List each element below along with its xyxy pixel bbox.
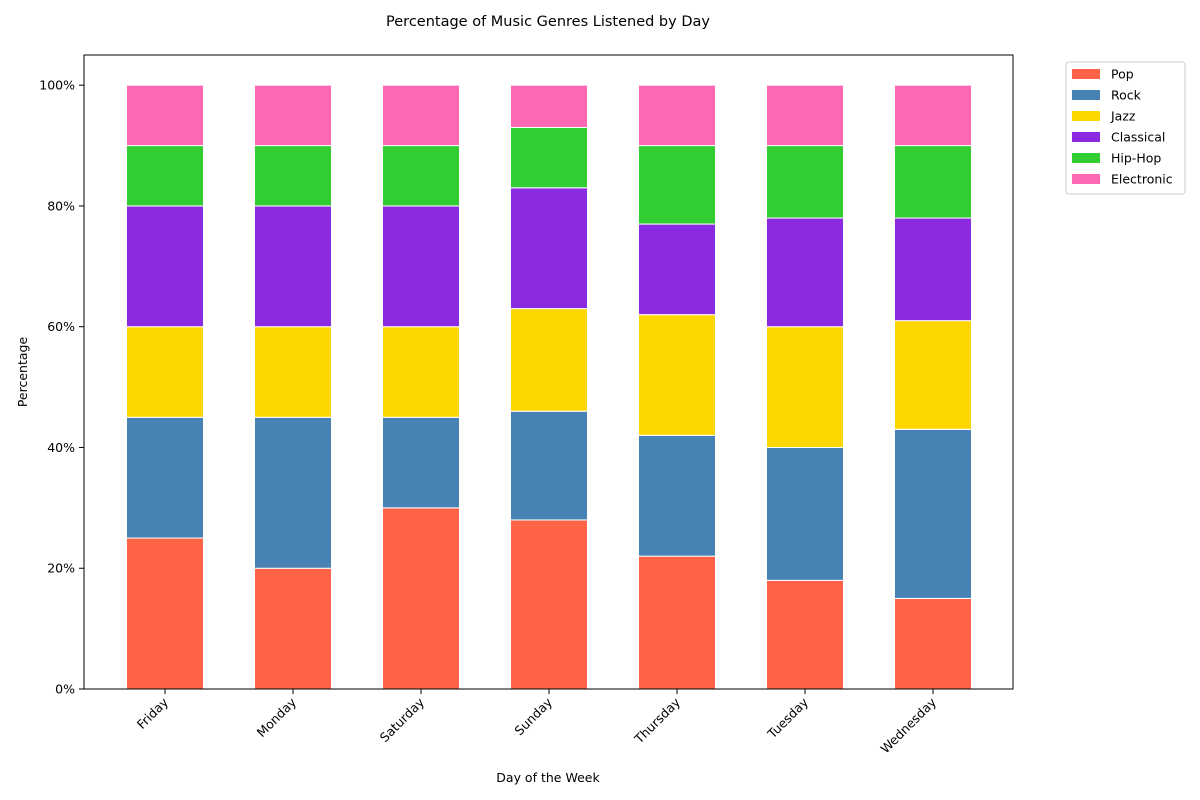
legend-swatch-rock — [1072, 90, 1100, 100]
bar-classical-tuesday — [766, 217, 844, 328]
bar-classical-wednesday — [894, 217, 972, 322]
y-tick-label: 80% — [47, 198, 75, 213]
chart-title: Percentage of Music Genres Listened by D… — [386, 14, 710, 30]
bar-electronic-friday — [126, 84, 204, 147]
x-axis: Friday Monday Saturday Sunday Thursday Tuesda… — [134, 689, 940, 756]
y-axis-label: Percentage — [15, 337, 30, 408]
bar-classical-thursday — [638, 223, 716, 316]
bar-hip-hop-saturday — [382, 145, 460, 207]
bar-jazz-tuesday — [766, 326, 844, 448]
y-tick-label: 100% — [39, 78, 75, 93]
bar-classical-friday — [126, 205, 204, 328]
bar-electronic-wednesday — [894, 84, 972, 147]
x-tick-label-tuesday: Tuesday — [764, 694, 812, 742]
bar-hip-hop-wednesday — [894, 145, 972, 219]
legend-swatch-jazz — [1072, 111, 1100, 121]
legend-label-electronic: Electronic — [1111, 172, 1173, 187]
bar-hip-hop-thursday — [638, 145, 716, 225]
x-tick-label-sunday: Sunday — [511, 694, 555, 738]
bar-jazz-friday — [126, 326, 204, 418]
bar-rock-thursday — [638, 434, 716, 557]
bar-pop-monday — [254, 567, 332, 690]
y-tick-label: 0% — [55, 682, 75, 697]
bar-pop-tuesday — [766, 579, 844, 690]
bar-rock-sunday — [510, 410, 588, 521]
x-tick-label-saturday: Saturday — [377, 694, 428, 745]
bar-rock-monday — [254, 416, 332, 569]
bar-jazz-thursday — [638, 314, 716, 436]
bars-layer — [126, 84, 972, 690]
bar-classical-saturday — [382, 205, 460, 328]
x-tick-label-wednesday: Wednesday — [877, 694, 939, 756]
legend-label-jazz: Jazz — [1110, 109, 1136, 124]
bar-electronic-monday — [254, 84, 332, 147]
y-tick-label: 60% — [47, 319, 75, 334]
x-tick-label-monday: Monday — [254, 694, 300, 740]
legend-label-classical: Classical — [1111, 130, 1165, 145]
bar-classical-monday — [254, 205, 332, 328]
x-tick-label-thursday: Thursday — [631, 694, 684, 747]
bar-hip-hop-friday — [126, 145, 204, 207]
bar-electronic-sunday — [510, 84, 588, 128]
legend-swatch-classical — [1072, 132, 1100, 142]
y-tick-label: 40% — [47, 440, 75, 455]
y-axis: 0% 20% 40% 60% 80% 100% — [39, 78, 84, 697]
bar-electronic-saturday — [382, 84, 460, 147]
legend-swatch-hip-hop — [1072, 153, 1100, 163]
bar-classical-sunday — [510, 187, 588, 310]
bar-rock-saturday — [382, 416, 460, 509]
legend-swatch-electronic — [1072, 174, 1100, 184]
bar-pop-wednesday — [894, 597, 972, 690]
legend-label-rock: Rock — [1111, 88, 1142, 103]
bar-jazz-wednesday — [894, 320, 972, 430]
bar-electronic-tuesday — [766, 84, 844, 147]
bar-pop-saturday — [382, 507, 460, 690]
x-tick-label-friday: Friday — [134, 694, 172, 732]
bar-rock-friday — [126, 416, 204, 539]
y-tick-label: 20% — [47, 561, 75, 576]
bar-jazz-monday — [254, 326, 332, 418]
bar-pop-thursday — [638, 555, 716, 690]
bar-jazz-saturday — [382, 326, 460, 418]
bar-jazz-sunday — [510, 308, 588, 412]
bar-rock-wednesday — [894, 428, 972, 599]
bar-hip-hop-sunday — [510, 126, 588, 189]
legend-label-pop: Pop — [1111, 67, 1134, 82]
bar-hip-hop-tuesday — [766, 145, 844, 219]
bar-rock-tuesday — [766, 446, 844, 581]
legend-swatch-pop — [1072, 69, 1100, 79]
legend-label-hip-hop: Hip-Hop — [1111, 151, 1161, 166]
bar-electronic-thursday — [638, 84, 716, 147]
legend: Pop Rock Jazz Classical Hip-Hop Electronic — [1065, 61, 1186, 195]
bar-hip-hop-monday — [254, 145, 332, 207]
bar-pop-sunday — [510, 519, 588, 690]
x-axis-label: Day of the Week — [496, 770, 600, 785]
bar-pop-friday — [126, 537, 204, 690]
